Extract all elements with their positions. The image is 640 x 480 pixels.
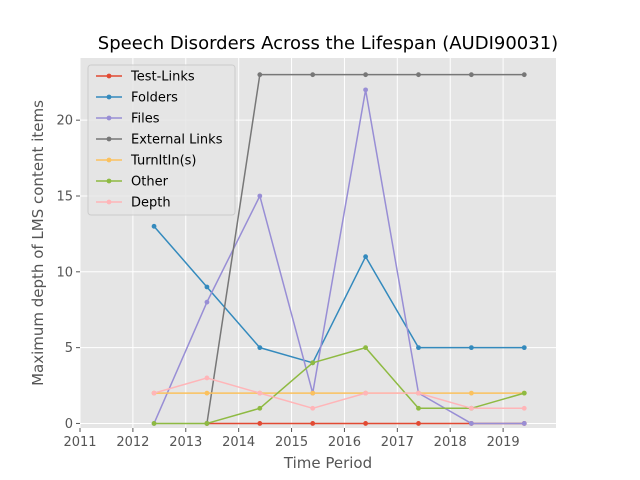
- x-tick-label: 2015: [275, 435, 308, 450]
- data-point: [310, 360, 316, 366]
- y-tick-label: 10: [56, 265, 73, 280]
- data-point: [521, 405, 527, 411]
- legend-item: Folders: [96, 91, 178, 106]
- legend-label: Folders: [131, 91, 178, 106]
- x-tick-label: 2017: [381, 435, 414, 450]
- data-point: [416, 72, 421, 78]
- y-tick-label: 5: [65, 341, 73, 356]
- data-point: [204, 390, 210, 396]
- y-tick-label: 15: [56, 189, 73, 204]
- data-point: [310, 405, 316, 411]
- y-tick-label: 0: [65, 417, 73, 432]
- legend-swatch-marker: [106, 73, 112, 79]
- x-axis-label: Time Period: [283, 454, 372, 472]
- data-point: [257, 405, 263, 411]
- data-point: [151, 421, 157, 426]
- data-point: [468, 390, 474, 396]
- x-tick-label: 2019: [487, 435, 520, 450]
- y-axis-label: Maximum depth of LMS content items: [29, 100, 47, 386]
- data-point: [204, 299, 210, 305]
- legend-item: TurnItIn(s): [96, 154, 196, 169]
- legend-swatch-marker: [106, 115, 112, 121]
- data-point: [521, 72, 527, 78]
- legend-label: TurnItIn(s): [130, 154, 196, 169]
- x-tick-label: 2011: [63, 435, 96, 450]
- data-point: [257, 421, 263, 426]
- legend-swatch-marker: [106, 178, 112, 184]
- x-axis-ticks: 2011 2012 2013 2014 2015 2016 2017 2018 2019: [63, 428, 520, 450]
- legend-item: Files: [96, 112, 160, 127]
- legend-swatch-marker: [106, 157, 112, 163]
- legend-label: Depth: [131, 196, 171, 211]
- legend-label: Files: [131, 112, 160, 127]
- data-point: [416, 345, 421, 351]
- data-point: [257, 193, 263, 199]
- data-point: [416, 390, 421, 396]
- legend-item: Depth: [96, 196, 171, 211]
- data-point: [363, 87, 368, 93]
- legend-box: [87, 64, 236, 216]
- y-axis-ticks: 0 5 10 15 20: [56, 114, 80, 432]
- data-point: [204, 421, 210, 426]
- series-depth: [151, 375, 527, 411]
- x-tick-label: 2018: [434, 435, 467, 450]
- legend-label: Other: [131, 175, 169, 190]
- data-point: [204, 284, 210, 290]
- legend-item: External Links: [96, 133, 223, 148]
- chart-title: Speech Disorders Across the Lifespan (AU…: [98, 33, 558, 54]
- data-point: [521, 421, 527, 426]
- data-point: [257, 72, 263, 78]
- data-point: [363, 421, 368, 426]
- data-point: [257, 345, 263, 351]
- legend-swatch-marker: [106, 136, 112, 142]
- legend-label: External Links: [131, 133, 223, 148]
- legend-item: Test-Links: [96, 70, 195, 85]
- data-point: [310, 72, 316, 78]
- data-point: [468, 345, 474, 351]
- series-line: [154, 346, 525, 425]
- series-line: [153, 225, 525, 364]
- data-point: [310, 421, 316, 426]
- data-point: [363, 254, 368, 260]
- data-point: [363, 345, 368, 351]
- x-tick-label: 2012: [116, 435, 149, 450]
- x-tick-label: 2014: [222, 435, 255, 450]
- legend-swatch-marker: [106, 94, 112, 100]
- data-point: [521, 390, 527, 396]
- series-line: [153, 377, 525, 410]
- y-tick-label: 20: [56, 114, 73, 129]
- data-point: [521, 345, 527, 351]
- data-point: [204, 375, 210, 381]
- data-point: [416, 405, 421, 411]
- series-line: [153, 89, 525, 425]
- x-tick-label: 2013: [169, 435, 202, 450]
- legend-swatch-marker: [106, 199, 112, 205]
- data-point: [468, 405, 474, 411]
- data-point: [363, 390, 368, 396]
- series-group: [151, 72, 527, 426]
- data-point: [151, 390, 157, 396]
- legend-item: Other: [96, 175, 169, 190]
- data-point: [363, 72, 368, 78]
- data-point: [468, 421, 474, 426]
- data-point: [257, 390, 263, 396]
- x-tick-label: 2016: [328, 435, 361, 450]
- data-point: [416, 421, 421, 426]
- legend-label: Test-Links: [130, 70, 195, 85]
- legend: Test-Links Folders Files External Links Turn…: [87, 64, 236, 216]
- data-point: [151, 223, 157, 229]
- data-point: [310, 390, 316, 396]
- data-point: [468, 72, 474, 78]
